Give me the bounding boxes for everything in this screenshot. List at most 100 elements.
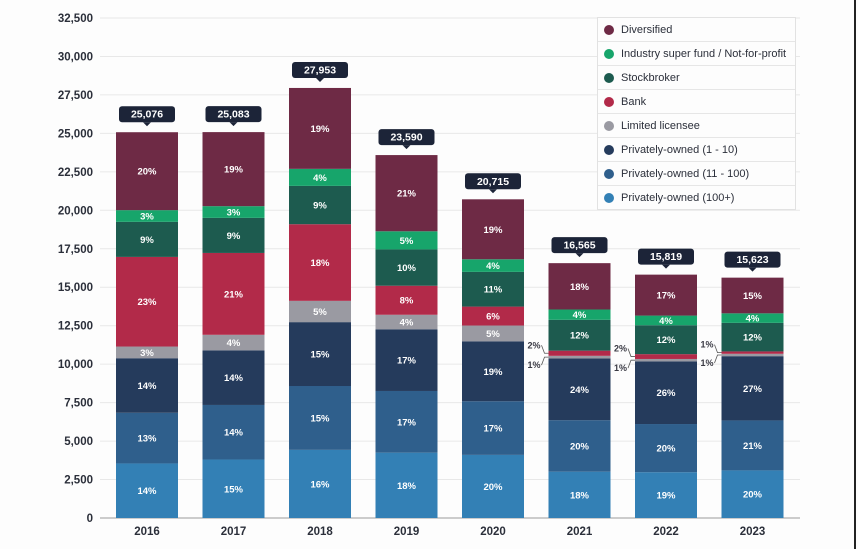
segment-label: 6% — [486, 312, 500, 323]
segment-label: 18% — [570, 490, 590, 501]
total-badge-pointer — [575, 253, 584, 258]
bar-segment — [289, 300, 351, 323]
legend-dot-icon — [604, 48, 614, 59]
bar-segment — [635, 472, 697, 518]
segment-label: 21% — [224, 289, 244, 300]
x-tick-label: 2018 — [307, 526, 333, 538]
total-badge-pointer — [748, 267, 757, 272]
segment-label: 15% — [310, 413, 330, 424]
bar-segment — [375, 249, 438, 286]
legend-dot-icon — [604, 192, 614, 203]
total-badge — [205, 106, 262, 123]
total-label: 25,083 — [217, 109, 249, 121]
total-badge — [119, 106, 175, 123]
total-label: 20,715 — [477, 176, 509, 188]
segment-label: 19% — [483, 225, 503, 236]
bar-segment — [462, 454, 524, 518]
callout-label: 1% — [527, 360, 540, 370]
bar-segment — [548, 263, 611, 310]
segment-label: 5% — [400, 236, 414, 247]
legend-item[interactable]: Bank — [598, 90, 795, 114]
y-tick-label: 10,000 — [58, 359, 93, 371]
segment-label: 20% — [743, 490, 763, 501]
legend-item[interactable]: Privately-owned (1 - 10) — [598, 138, 795, 162]
y-tick-label: 30,000 — [58, 51, 93, 63]
legend-dot-icon — [604, 96, 614, 107]
total-label: 27,953 — [304, 64, 336, 76]
total-badge-pointer — [143, 122, 151, 127]
segment-label: 4% — [227, 338, 241, 349]
bar-segment — [462, 341, 524, 402]
x-tick-label: 2023 — [740, 526, 766, 538]
bar-segment — [721, 353, 784, 357]
segment-label: 14% — [137, 486, 157, 497]
bar-segment — [635, 274, 697, 316]
bar-segment — [202, 206, 265, 218]
segment-label: 4% — [486, 261, 500, 272]
legend-label: Industry super fund / Not-for-profit — [621, 47, 787, 60]
segment-label: 4% — [573, 310, 587, 321]
callout-line — [627, 348, 635, 357]
segment-label: 20% — [483, 482, 503, 493]
bar-segment — [721, 322, 784, 352]
x-tick-label: 2021 — [567, 526, 593, 538]
segment-label: 3% — [140, 348, 154, 359]
bar-segment — [548, 358, 611, 421]
bar-segment — [202, 404, 265, 460]
bar-segment — [375, 231, 438, 250]
bar-segment — [116, 256, 178, 347]
bar-segment — [548, 471, 611, 518]
bar-segment — [202, 350, 265, 405]
callout-label: 2% — [527, 340, 540, 350]
callout-line — [541, 345, 549, 354]
segment-label: 26% — [656, 388, 676, 399]
bar-segment — [548, 355, 611, 359]
bar-segment — [289, 449, 351, 518]
callout-line — [714, 354, 722, 364]
segment-label: 18% — [397, 481, 417, 492]
y-tick-label: 5,000 — [64, 436, 93, 448]
total-badge — [465, 173, 521, 190]
legend-item[interactable]: Stockbroker — [598, 66, 795, 90]
bar-segment — [289, 185, 351, 225]
y-tick-label: 0 — [87, 513, 93, 525]
segment-label: 21% — [397, 189, 417, 200]
bar-segment — [202, 217, 265, 253]
bar-segment — [116, 358, 178, 413]
legend-item[interactable]: Diversified — [598, 18, 795, 42]
legend-dot-icon — [604, 120, 614, 131]
segment-label: 12% — [656, 335, 676, 346]
x-tick-label: 2016 — [134, 526, 160, 538]
callout-line — [541, 356, 549, 366]
x-tick-label: 2020 — [480, 526, 506, 538]
bar-segment — [548, 420, 611, 472]
segment-label: 17% — [483, 424, 503, 435]
bar-segment — [202, 132, 265, 207]
legend-item[interactable]: Limited licensee — [598, 114, 795, 138]
legend-item[interactable]: Industry super fund / Not-for-profit — [598, 42, 795, 66]
y-tick-label: 20,000 — [58, 205, 93, 217]
y-tick-label: 15,000 — [58, 282, 93, 294]
segment-label: 10% — [397, 263, 417, 274]
segment-label: 20% — [570, 441, 590, 452]
bar-segment — [721, 313, 784, 323]
segment-label: 16% — [310, 479, 330, 490]
bar-segment — [375, 452, 438, 518]
segment-label: 4% — [659, 316, 673, 327]
bar-segment — [202, 252, 265, 335]
total-label: 23,590 — [390, 132, 422, 144]
segment-label: 12% — [570, 331, 590, 342]
legend-label: Diversified — [621, 23, 673, 36]
segment-label: 4% — [746, 314, 760, 325]
segment-label: 9% — [313, 201, 327, 212]
callout-line — [627, 359, 635, 369]
bar-segment — [289, 322, 351, 387]
y-tick-label: 7,500 — [64, 398, 93, 410]
legend-item[interactable]: Privately-owned (100+) — [598, 186, 795, 209]
window-edge — [854, 0, 856, 549]
segment-label: 15% — [743, 291, 763, 302]
total-badge — [378, 129, 435, 146]
bar-segment — [202, 459, 265, 518]
legend-item[interactable]: Privately-owned (11 - 100) — [598, 162, 795, 186]
